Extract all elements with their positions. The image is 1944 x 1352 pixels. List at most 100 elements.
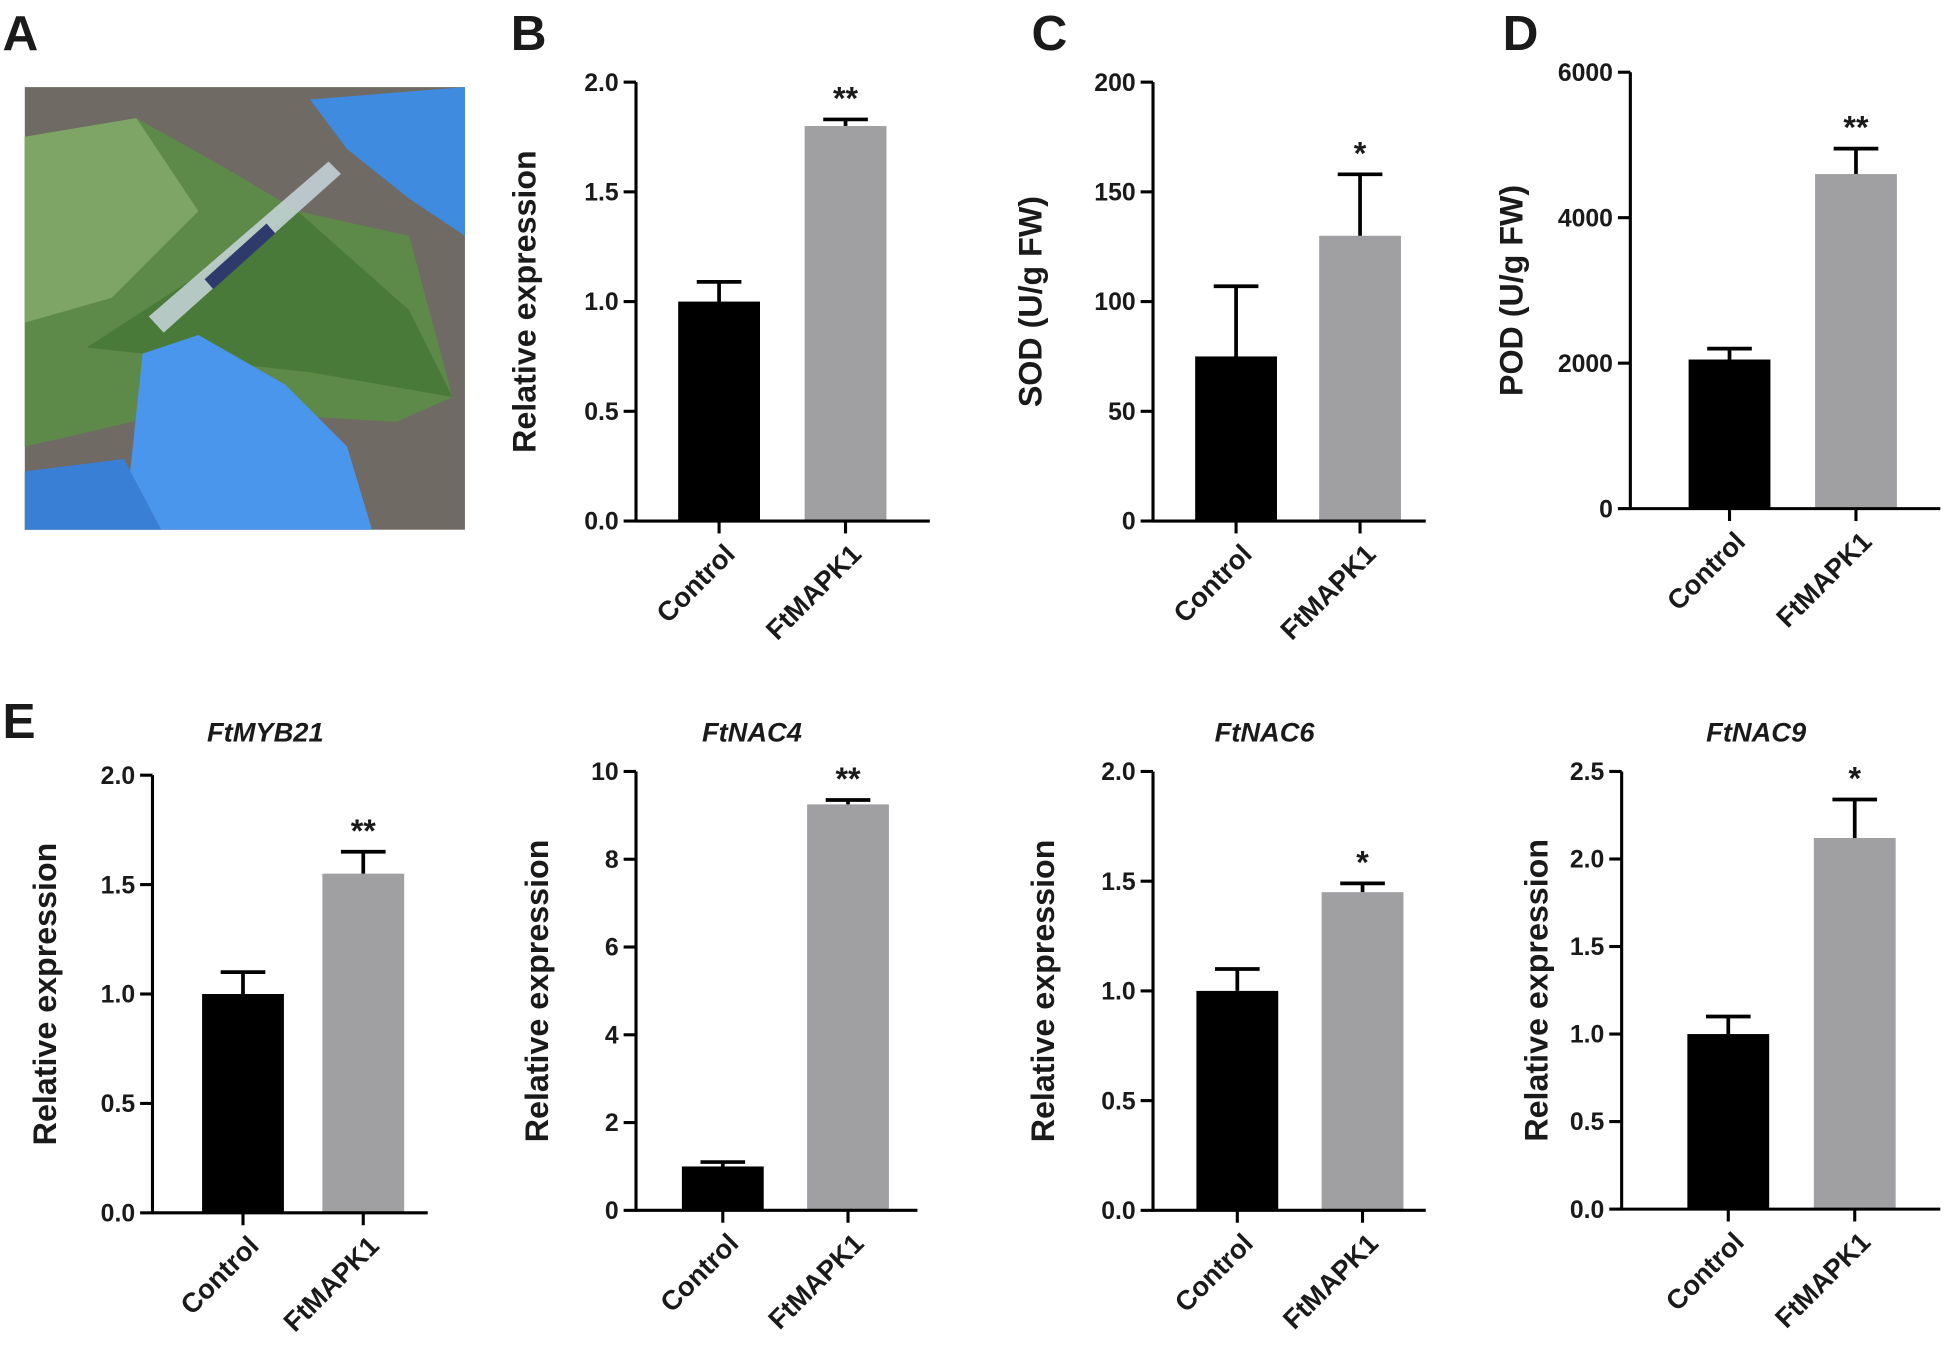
bar [1815, 174, 1897, 509]
photo [24, 87, 465, 530]
significance: * [1356, 844, 1369, 880]
x-tick-label: Control [1659, 1226, 1749, 1316]
syringe-plunger [204, 223, 276, 290]
error-bar [1337, 172, 1383, 236]
bar [202, 994, 284, 1213]
y-tick-label: 1.0 [584, 289, 618, 316]
x-tick-label: Control [1661, 526, 1751, 616]
x-tick-label: FtMAPK1 [277, 1230, 385, 1338]
y-axis-label: Relative expression [27, 843, 63, 1146]
y-tick-label: 1.5 [1570, 934, 1605, 961]
chart-title: FtNAC6 [1215, 717, 1316, 748]
y-tick-label: 50 [1108, 399, 1136, 426]
y-tick-label: 2.0 [101, 763, 135, 790]
x-tick-label: FtMAPK1 [1769, 1226, 1877, 1334]
error-bar [825, 798, 871, 805]
bar [1195, 356, 1277, 522]
y-tick-label: 1.0 [1101, 979, 1135, 1006]
bar [1319, 235, 1401, 522]
significance: ** [835, 761, 861, 797]
leaf-light [24, 118, 199, 323]
bar [678, 301, 760, 522]
y-tick-label: 2.0 [1570, 847, 1604, 874]
y-tick-label: 0.5 [1570, 1109, 1605, 1136]
error-bar [1832, 797, 1878, 838]
y-tick-label: 2000 [1558, 351, 1613, 378]
y-tick-label: 8 [605, 847, 619, 874]
panel-label: A [2, 5, 38, 61]
significance: * [1354, 135, 1367, 171]
y-tick-label: 1.5 [584, 180, 619, 207]
y-axis-label: Relative expression [1518, 839, 1554, 1142]
y-tick-label: 4000 [1558, 205, 1613, 232]
y-tick-label: 150 [1094, 180, 1135, 207]
significance: * [1848, 761, 1861, 797]
error-bar [1215, 967, 1260, 991]
y-tick-label: 0.0 [1101, 1198, 1135, 1225]
y-tick-label: 0.5 [584, 399, 619, 426]
error-bar [1707, 346, 1752, 360]
glove [24, 459, 162, 530]
y-tick-label: 2.0 [584, 70, 618, 97]
x-tick-label: FtMAPK1 [1770, 526, 1878, 634]
y-tick-label: 4 [605, 1022, 619, 1049]
x-tick-label: Control [650, 538, 740, 628]
chart-title: FtNAC4 [702, 717, 802, 748]
x-tick-label: FtMAPK1 [760, 538, 868, 646]
glove [130, 335, 372, 530]
y-tick-label: 10 [591, 759, 619, 786]
y-tick-label: 0 [1599, 496, 1613, 523]
y-tick-label: 0 [1122, 509, 1136, 536]
y-tick-label: 1.5 [1101, 869, 1136, 896]
panel-label: E [2, 693, 35, 749]
y-axis-label: SOD (U/g FW) [1012, 196, 1048, 407]
glove [309, 87, 465, 236]
error-bar [1705, 1014, 1751, 1035]
bar [807, 804, 889, 1211]
bar [681, 1166, 764, 1211]
bar [1688, 359, 1771, 509]
x-tick-label: FtMAPK1 [762, 1227, 870, 1335]
y-tick-label: 2.0 [1101, 759, 1135, 786]
y-axis-label: POD (U/g FW) [1493, 185, 1529, 396]
x-tick-label: Control [1168, 1227, 1258, 1317]
bar [1813, 837, 1896, 1210]
y-tick-label: 0.5 [101, 1091, 136, 1118]
y-tick-label: 1.0 [1570, 1022, 1604, 1049]
panel-label: B [511, 5, 547, 61]
chart-title: FtNAC9 [1706, 717, 1807, 748]
error-bar [696, 279, 742, 302]
bar [322, 873, 405, 1213]
panel-label: D [1503, 5, 1539, 61]
x-tick-label: FtMAPK1 [1274, 538, 1382, 646]
y-tick-label: 6 [605, 935, 619, 962]
panel-label: C [1032, 5, 1068, 61]
y-axis-label: Relative expression [507, 150, 543, 453]
significance: ** [351, 813, 377, 849]
x-tick-label: Control [1167, 538, 1257, 628]
y-tick-label: 1.0 [101, 982, 135, 1009]
x-tick-label: FtMAPK1 [1277, 1227, 1385, 1335]
y-tick-label: 0.5 [1101, 1088, 1136, 1115]
y-tick-label: 100 [1094, 289, 1135, 316]
y-tick-label: 0.0 [101, 1201, 135, 1228]
y-tick-label: 0 [605, 1198, 619, 1225]
bar [1196, 990, 1279, 1211]
error-bar [700, 1160, 746, 1167]
error-bar [220, 970, 266, 995]
error-bar [1340, 881, 1385, 893]
y-axis-label: Relative expression [519, 840, 555, 1143]
bar [804, 126, 887, 522]
x-tick-label: Control [654, 1227, 744, 1317]
y-tick-label: 0.0 [1570, 1197, 1604, 1224]
y-tick-label: 0.0 [584, 509, 618, 536]
y-tick-label: 6000 [1558, 60, 1613, 87]
y-axis-label: Relative expression [1025, 840, 1061, 1143]
bar [1687, 1034, 1770, 1210]
error-bar [340, 849, 386, 874]
x-tick-label: Control [174, 1230, 264, 1320]
y-tick-label: 1.5 [101, 872, 136, 899]
chart-title: FtMYB21 [207, 717, 324, 748]
